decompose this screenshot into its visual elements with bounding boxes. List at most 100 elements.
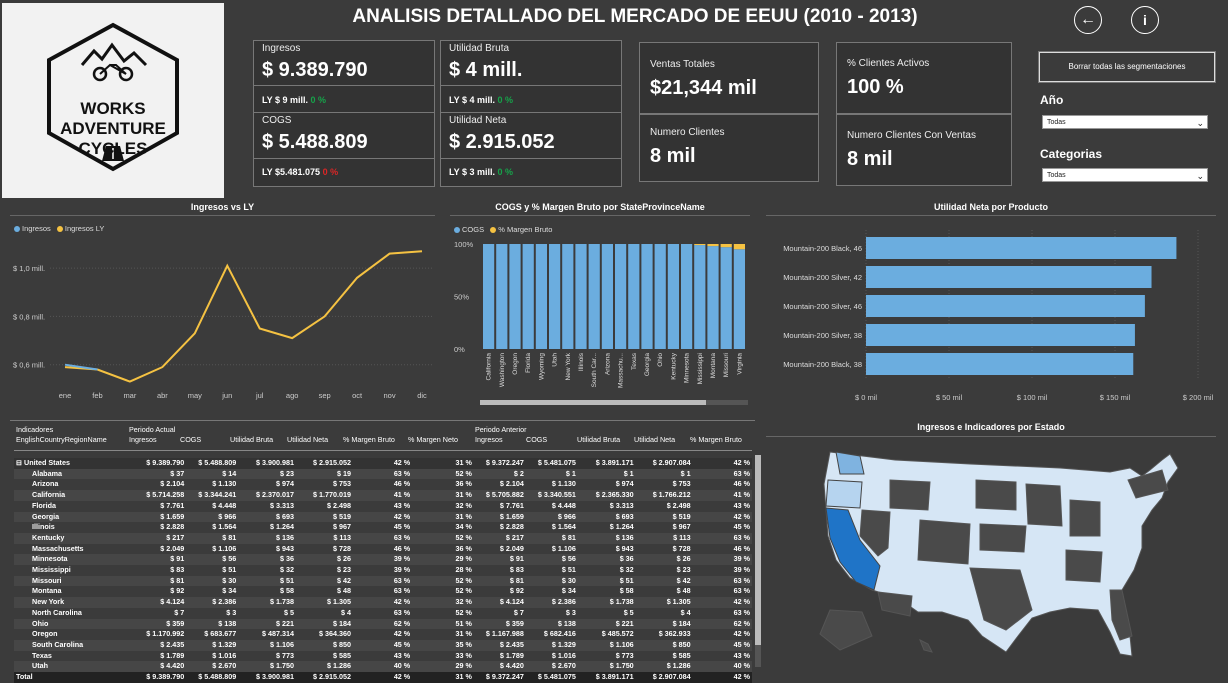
margin-bar[interactable] <box>733 244 745 250</box>
clear-filters-button[interactable]: Borrar todas las segmentaciones <box>1038 51 1216 83</box>
matrix-column-header[interactable]: % Margen Bruto <box>343 435 395 444</box>
x-tick-label: $ 100 mil <box>1017 393 1048 402</box>
table-row[interactable]: Alabama $ 37 $ 14 $ 23 $ 19 63 % 52 % $ 2 $ 1 $ 1… <box>14 468 752 480</box>
table-row[interactable]: Utah $ 4.420 $ 2.670 $ 1.750 $ 1.286 40 % 29 %… <box>14 661 752 673</box>
matrix-column-header[interactable]: % Margen Bruto <box>690 435 742 444</box>
scrollbar-thumb[interactable] <box>480 400 706 405</box>
product-bar[interactable] <box>866 295 1145 317</box>
cogs-bar[interactable] <box>707 246 719 349</box>
cogs-chart-scrollbar[interactable] <box>480 400 748 405</box>
table-row[interactable]: Montana $ 92 $ 34 $ 58 $ 48 63 % 52 % $ 92 $ 34 $… <box>14 586 752 597</box>
state-alaska[interactable] <box>819 609 873 651</box>
table-row[interactable]: Georgia $ 1.659 $ 966 $ 693 $ 519 42 % 31 % $ 1… <box>14 511 752 523</box>
cogs-bar[interactable] <box>694 245 706 349</box>
table-row[interactable]: Massachusetts $ 2.049 $ 1.106 $ 943 $ 728 46 … <box>14 544 752 555</box>
matrix-column-header[interactable]: COGS <box>526 435 548 444</box>
product-bar[interactable] <box>866 237 1177 259</box>
back-arrow-icon[interactable]: ← <box>1074 6 1102 34</box>
cogs-bar[interactable] <box>681 244 693 349</box>
table-row[interactable]: Total $ 9.389.790 $ 5.488.809 $ 3.900.981 $ … <box>14 672 752 683</box>
state-kansas[interactable] <box>979 523 1027 553</box>
state-washington[interactable] <box>835 451 865 475</box>
matrix-scrollbar[interactable] <box>755 455 761 667</box>
cogs-bar[interactable] <box>575 244 587 349</box>
table-row[interactable]: ⊟ United States $ 9.389.790 $ 5.488.809 $ 3… <box>14 458 752 469</box>
state-arizona-region[interactable] <box>877 591 913 617</box>
product-bar[interactable] <box>866 266 1152 288</box>
state-dakota[interactable] <box>975 479 1017 511</box>
us-states-map[interactable] <box>770 440 1220 672</box>
matrix-column-header[interactable]: Ingresos <box>129 435 157 444</box>
state-colorado[interactable] <box>917 519 971 565</box>
table-row[interactable]: Kentucky $ 217 $ 81 $ 136 $ 113 63 % 52 % $ 217… <box>14 532 752 544</box>
table-row[interactable]: California $ 5.714.258 $ 3.344.241 $ 2.370.… <box>14 490 752 501</box>
cogs-bar[interactable] <box>654 244 666 349</box>
table-row[interactable]: North Carolina $ 7 $ 3 $ 5 $ 4 63 % 52 % $ 7 $ 3… <box>14 608 752 619</box>
matrix-column-header[interactable]: Utilidad Bruta <box>577 435 621 444</box>
table-row[interactable]: Oregon $ 1.170.992 $ 683.677 $ 487.314 $ 364… <box>14 629 752 640</box>
series-line[interactable] <box>64 363 98 371</box>
cogs-bar[interactable] <box>601 244 613 349</box>
cogs-bar[interactable] <box>615 244 627 349</box>
matrix-column-header[interactable]: Utilidad Bruta <box>230 435 274 444</box>
state-northeast[interactable] <box>1127 469 1169 499</box>
table-cell: $ 2.435 <box>473 639 526 651</box>
info-icon[interactable]: i <box>1131 6 1159 34</box>
cogs-bar[interactable] <box>562 244 574 349</box>
table-cell: 39 % <box>393 565 411 575</box>
state-nevada[interactable] <box>859 509 891 557</box>
state-florida[interactable] <box>1109 589 1133 641</box>
state-texas-region[interactable] <box>969 567 1033 631</box>
cogs-bar[interactable] <box>588 244 600 349</box>
state-idaho-region[interactable] <box>889 479 931 511</box>
cogs-bar[interactable] <box>667 244 679 349</box>
table-row[interactable]: Florida $ 7.761 $ 4.448 $ 3.313 $ 2.498 43 % 3… <box>14 501 752 512</box>
table-row[interactable]: New York $ 4.124 $ 2.386 $ 1.738 $ 1.305 42 %… <box>14 597 752 608</box>
matrix-column-header[interactable]: EnglishCountryRegionName <box>16 435 107 444</box>
table-cell: $ 2.498 <box>327 500 351 510</box>
table-row[interactable]: Illinois $ 2.828 $ 1.564 $ 1.264 $ 967 45 % 34… <box>14 522 752 533</box>
matrix-column-header[interactable]: Utilidad Neta <box>287 435 329 444</box>
cogs-bar[interactable] <box>641 244 653 349</box>
cogs-bar[interactable] <box>483 244 495 349</box>
state-hawaii[interactable] <box>919 638 933 653</box>
year-filter-select[interactable]: Todas ⌄ <box>1042 115 1208 129</box>
cogs-bar[interactable] <box>549 244 561 349</box>
table-row[interactable]: Arizona $ 2.104 $ 1.130 $ 974 $ 753 46 % 36 % $… <box>14 479 752 490</box>
category-filter-select[interactable]: Todas ⌄ <box>1042 168 1208 182</box>
product-bar[interactable] <box>866 324 1135 346</box>
table-cell: 42 % <box>353 597 413 608</box>
table-row[interactable]: South Carolina $ 2.435 $ 1.329 $ 1.106 $ 850… <box>14 639 752 651</box>
cogs-bar[interactable] <box>496 244 508 349</box>
matrix-column-header[interactable]: COGS <box>180 435 202 444</box>
matrix-column-header[interactable]: Ingresos <box>475 435 503 444</box>
state-ohio-region[interactable] <box>1069 499 1101 537</box>
table-cell: $ 728 <box>672 543 691 553</box>
kpi-group-utilidades: Utilidad Bruta $ 4 mill. LY $ 4 mill. 0 … <box>440 40 622 187</box>
cogs-bar[interactable] <box>522 244 534 349</box>
scrollbar-thumb[interactable] <box>755 455 761 645</box>
table-cell: Alabama <box>14 468 135 480</box>
table-row[interactable]: Texas $ 1.789 $ 1.016 $ 773 $ 585 43 % 33 % $ 1… <box>14 651 752 662</box>
state-california[interactable] <box>825 507 881 591</box>
cogs-bar[interactable] <box>720 247 732 349</box>
table-cell: California <box>14 490 135 501</box>
cogs-bar[interactable] <box>509 244 521 349</box>
table-row[interactable]: Mississippi $ 83 $ 51 $ 32 $ 23 39 % 28 % $ 83 $… <box>14 565 752 576</box>
margin-bar[interactable] <box>720 244 732 248</box>
series-line[interactable] <box>64 250 423 383</box>
margin-bar[interactable] <box>707 244 719 247</box>
table-row[interactable]: Ohio $ 359 $ 138 $ 221 $ 184 62 % 51 % $ 359 $ 1… <box>14 618 752 630</box>
state-midwest[interactable] <box>1025 483 1063 527</box>
margin-bar[interactable] <box>694 244 706 246</box>
table-row[interactable]: Missouri $ 81 $ 30 $ 51 $ 42 63 % 52 % $ 81 $ 30… <box>14 575 752 587</box>
cogs-bar[interactable] <box>733 249 745 349</box>
matrix-column-header[interactable]: Utilidad Neta <box>634 435 676 444</box>
state-southeast[interactable] <box>1065 549 1103 583</box>
table-row[interactable]: Minnesota $ 91 $ 56 $ 36 $ 26 39 % 29 % $ 91 $ 5… <box>14 554 752 566</box>
cogs-bar[interactable] <box>535 244 547 349</box>
state-oregon[interactable] <box>825 479 863 509</box>
cogs-bar[interactable] <box>628 244 640 349</box>
product-bar[interactable] <box>866 353 1134 375</box>
matrix-column-header[interactable]: % Margen Neto <box>408 435 458 444</box>
